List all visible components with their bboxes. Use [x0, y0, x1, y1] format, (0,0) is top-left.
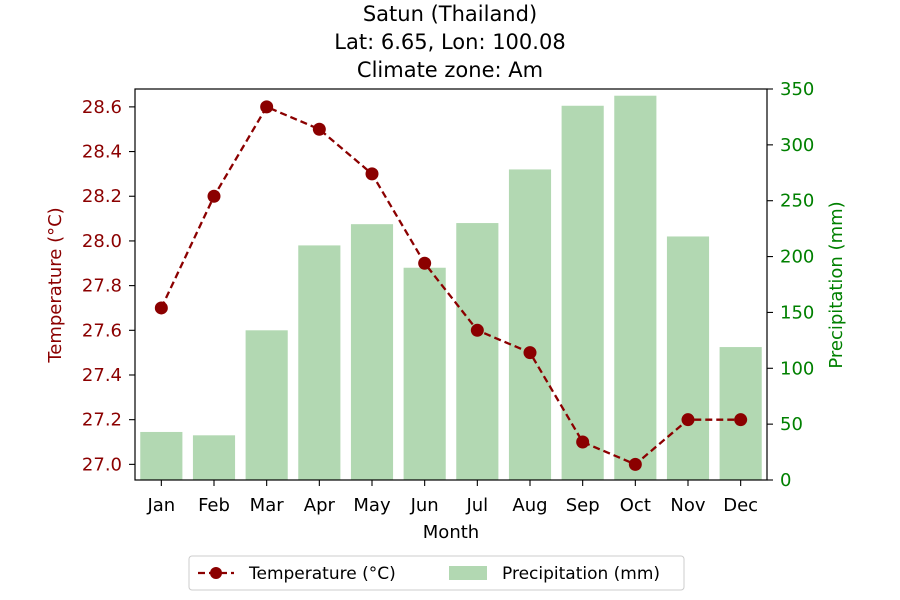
x-axis: Jan Feb Mar Apr May Jun Jul Aug Sep Oct Nov Dec: [146, 480, 758, 516]
temperature-series-line: [160, 105, 741, 466]
x-axis-label: Month: [423, 522, 479, 543]
precipitation-bar-mar: [245, 330, 288, 480]
temperature-point-dec: [734, 413, 748, 427]
precipitation-bar-sep: [561, 105, 604, 480]
temperature-point-mar: [260, 100, 274, 114]
x-tick-label: Apr: [304, 495, 336, 516]
x-tick-label: Jan: [146, 495, 175, 516]
right-tick-label: 200: [780, 247, 814, 268]
legend: Temperature (°C) Precipitation (mm): [188, 555, 685, 591]
left-tick-label: 27.4: [82, 365, 122, 386]
legend-temperature-marker: [210, 567, 222, 579]
precipitation-bar-jan: [140, 431, 183, 480]
left-tick-label: 28.6: [82, 97, 122, 118]
temperature-point-may: [365, 167, 379, 181]
temperature-point-jul: [470, 323, 484, 337]
precipitation-bar-may: [350, 224, 394, 480]
temperature-point-sep: [576, 435, 590, 449]
chart-title: Satun (Thailand) Lat: 6.65, Lon: 100.08 …: [334, 2, 565, 82]
temperature-point-feb: [207, 189, 221, 203]
left-tick-label: 27.6: [82, 320, 122, 341]
precipitation-bar-aug: [508, 169, 552, 481]
title-line-3: Climate zone: Am: [357, 58, 543, 82]
left-axis: 27.0 27.2 27.4 27.6 27.8 28.0 28.2 28.4 28.6: [82, 97, 135, 475]
legend-box: [188, 555, 685, 591]
precipitation-bar-feb: [192, 435, 236, 480]
temperature-point-jan: [154, 301, 168, 315]
left-tick-label: 27.2: [82, 410, 122, 431]
x-tick-label: Jun: [410, 495, 439, 516]
left-axis-label: Temperature (°C): [45, 207, 66, 363]
temperature-point-aug: [523, 346, 537, 360]
left-tick-label: 28.4: [82, 142, 122, 163]
temperature-point-apr: [312, 122, 326, 136]
left-tick-label: 27.8: [82, 276, 122, 297]
right-tick-label: 0: [780, 470, 791, 491]
title-line-1: Satun (Thailand): [363, 2, 537, 26]
right-axis: 0 50 100 150 200 250 300 350: [767, 79, 814, 491]
plot-frame: [134, 88, 768, 481]
precipitation-bars: [140, 95, 762, 481]
x-tick-label: Sep: [566, 495, 600, 516]
right-tick-label: 150: [780, 302, 814, 323]
legend-temperature-label: Temperature (°C): [248, 564, 396, 584]
precipitation-bar-jul: [456, 223, 499, 481]
x-tick-label: Mar: [250, 495, 285, 516]
left-tick-label: 28.0: [82, 231, 122, 252]
right-tick-label: 350: [780, 79, 814, 100]
x-tick-label: Feb: [198, 495, 230, 516]
legend-precipitation-label: Precipitation (mm): [502, 564, 660, 584]
precipitation-bar-nov: [666, 236, 710, 480]
left-tick-label: 28.2: [82, 186, 122, 207]
right-tick-label: 50: [780, 414, 803, 435]
left-tick-label: 27.0: [82, 454, 122, 475]
x-tick-label: Aug: [512, 495, 547, 516]
right-tick-label: 300: [780, 135, 814, 156]
temperature-point-oct: [628, 457, 642, 471]
legend-precipitation-swatch: [449, 566, 487, 580]
temperature-point-nov: [681, 413, 695, 427]
precipitation-bar-jun: [403, 267, 446, 480]
precipitation-bar-oct: [614, 95, 657, 481]
x-tick-label: Dec: [723, 495, 758, 516]
right-axis-label: Precipitation (mm): [826, 201, 847, 368]
title-line-2: Lat: 6.65, Lon: 100.08: [334, 30, 565, 54]
temperature-point-jun: [418, 256, 432, 270]
x-tick-label: Jul: [465, 495, 488, 516]
x-tick-label: May: [353, 495, 391, 516]
x-tick-label: Nov: [670, 495, 705, 516]
right-tick-label: 250: [780, 191, 814, 212]
x-tick-label: Oct: [620, 495, 651, 516]
precipitation-bar-apr: [298, 245, 341, 480]
temperature-line: [154, 100, 748, 471]
right-tick-label: 100: [780, 358, 814, 379]
